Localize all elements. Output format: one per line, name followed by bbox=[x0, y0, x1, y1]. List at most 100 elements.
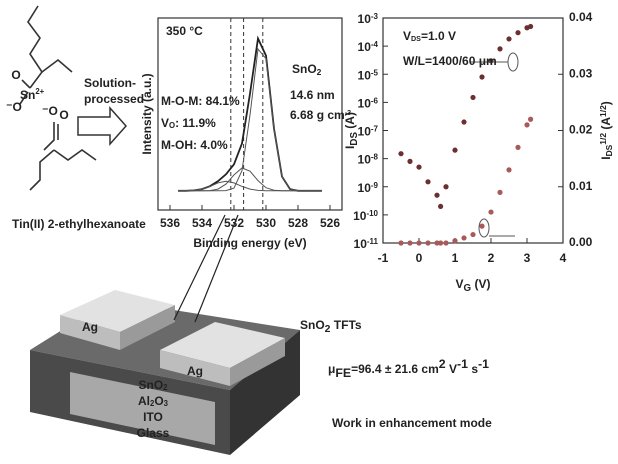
device-title: SnO2 TFTs bbox=[300, 318, 362, 335]
y2-tick-label: 0.00 bbox=[569, 235, 593, 249]
cation-label: Sn2+ bbox=[20, 87, 45, 102]
x-tick-label: -1 bbox=[378, 251, 389, 265]
pointer-line bbox=[195, 215, 238, 322]
x-tick-label: 536 bbox=[160, 216, 180, 230]
data-point bbox=[416, 164, 421, 169]
data-point bbox=[479, 224, 484, 229]
device bbox=[30, 215, 300, 455]
annotation: W/L=1400/60 μm bbox=[403, 54, 497, 68]
y-axis-label: Intensity (a.u.) bbox=[140, 73, 154, 154]
data-point bbox=[461, 235, 466, 240]
y-tick-exponent: -5 bbox=[371, 68, 379, 77]
annotation-part: V bbox=[403, 29, 411, 43]
y-axis-label: IDS (A) bbox=[343, 112, 359, 149]
y-tick-base: 10 bbox=[358, 97, 372, 111]
y-axis-label-sub: DS bbox=[349, 132, 360, 146]
layer-label-part: O bbox=[154, 394, 163, 408]
annotation-part: M-OH: 4.0% bbox=[161, 138, 228, 152]
data-point bbox=[488, 209, 493, 214]
data-point bbox=[479, 74, 484, 79]
annotation: M-OH: 4.0% bbox=[161, 138, 228, 152]
y-tick-exponent: -8 bbox=[371, 152, 379, 161]
y-tick-label: 10-3 bbox=[358, 12, 379, 27]
bond bbox=[22, 80, 30, 88]
y2-axis-label-sup: 1/2 bbox=[598, 133, 608, 145]
data-point bbox=[443, 184, 448, 189]
mobility-sup: -1 bbox=[457, 357, 468, 371]
y-tick-base: 10 bbox=[354, 237, 368, 251]
annotation-sub: DS bbox=[411, 35, 421, 43]
annotation-part: 6.68 g cm bbox=[290, 108, 345, 122]
annotation: M-O-M: 84.1% bbox=[161, 94, 240, 108]
x-tick-label: 0 bbox=[416, 251, 423, 265]
y-tick-base: 10 bbox=[358, 40, 372, 54]
mobility-sup: -1 bbox=[478, 357, 489, 371]
data-point bbox=[425, 179, 430, 184]
layer-label-part: SnO bbox=[138, 378, 163, 392]
axis-hint bbox=[508, 53, 518, 71]
plot-frame bbox=[383, 18, 563, 243]
data-point bbox=[506, 167, 511, 172]
x-tick-label: 534 bbox=[192, 216, 212, 230]
layer-label: ITO bbox=[143, 410, 163, 424]
data-point bbox=[470, 232, 475, 237]
data-point bbox=[524, 122, 529, 127]
y-tick-base: 10 bbox=[358, 12, 372, 26]
y-tick-label: 10-4 bbox=[358, 40, 379, 55]
y-tick-exponent: -4 bbox=[371, 40, 379, 49]
x-axis-label-part: (V) bbox=[471, 277, 490, 291]
data-point bbox=[515, 145, 520, 150]
annotation-part: V bbox=[161, 116, 169, 130]
graphical-abstract: O⁻O⁻OOSn2+Tin(II) 2-ethylhexanoateSoluti… bbox=[0, 0, 618, 464]
data-point bbox=[452, 148, 457, 153]
y2-tick-label: 0.01 bbox=[569, 179, 593, 193]
process-label: Solution- bbox=[84, 76, 136, 90]
annotation-part: M-O-M: 84.1% bbox=[161, 94, 240, 108]
annotation: 14.6 nm bbox=[290, 88, 335, 102]
y-tick-exponent: -6 bbox=[371, 96, 379, 105]
cation-label-part: Sn bbox=[20, 88, 35, 102]
process-label: processed bbox=[84, 92, 144, 106]
data-point bbox=[497, 190, 502, 195]
data-point bbox=[515, 30, 520, 35]
atom-label: O bbox=[59, 108, 68, 122]
y2-tick-label: 0.02 bbox=[569, 123, 593, 137]
layer-label-sub: 3 bbox=[164, 399, 169, 408]
y-tick-label: 10-11 bbox=[354, 237, 379, 252]
layer-label: Ag bbox=[82, 320, 98, 334]
data-point bbox=[443, 240, 448, 245]
y-tick-base: 10 bbox=[358, 153, 372, 167]
mobility-sub: FE bbox=[335, 366, 351, 380]
mobility-part: =96.4 ± 21.6 cm bbox=[351, 362, 439, 376]
y-tick-exponent: -7 bbox=[371, 124, 379, 133]
data-point bbox=[425, 240, 430, 245]
y-tick-label: 10-5 bbox=[358, 68, 379, 83]
bond bbox=[30, 150, 54, 190]
annotation-part: 350 °C bbox=[166, 24, 203, 38]
annotation-part: SnO bbox=[292, 62, 317, 76]
y-tick-label: 10-9 bbox=[358, 180, 379, 195]
x-tick-label: 526 bbox=[320, 216, 340, 230]
annotation-part: 14.6 nm bbox=[290, 88, 335, 102]
x-tick-label: 530 bbox=[256, 216, 276, 230]
x-tick-label: 4 bbox=[560, 251, 567, 265]
y-tick-base: 10 bbox=[358, 68, 372, 82]
layer-label: Glass bbox=[137, 426, 170, 440]
annotation: 350 °C bbox=[166, 24, 203, 38]
y2-axis-label-sub: DS bbox=[604, 144, 614, 156]
x-axis-label: VG (V) bbox=[456, 277, 491, 293]
y-tick-exponent: -3 bbox=[371, 12, 379, 21]
data-point bbox=[506, 36, 511, 41]
y2-axis-label: IDS1/2 (A1/2) bbox=[598, 101, 614, 160]
y-tick-exponent: -11 bbox=[367, 237, 379, 246]
bond bbox=[28, 6, 42, 88]
y2-tick-label: 0.04 bbox=[569, 10, 593, 24]
annotation-part: : 11.9% bbox=[175, 116, 216, 130]
annotation: 6.68 g cm-3 bbox=[290, 108, 351, 122]
x-tick-label: 528 bbox=[288, 216, 308, 230]
y-tick-label: 10-10 bbox=[353, 208, 378, 223]
annotation: SnO2 bbox=[292, 62, 322, 76]
atom-label: ⁻O bbox=[42, 104, 58, 118]
mobility-part: V bbox=[446, 362, 457, 376]
data-point bbox=[470, 95, 475, 100]
